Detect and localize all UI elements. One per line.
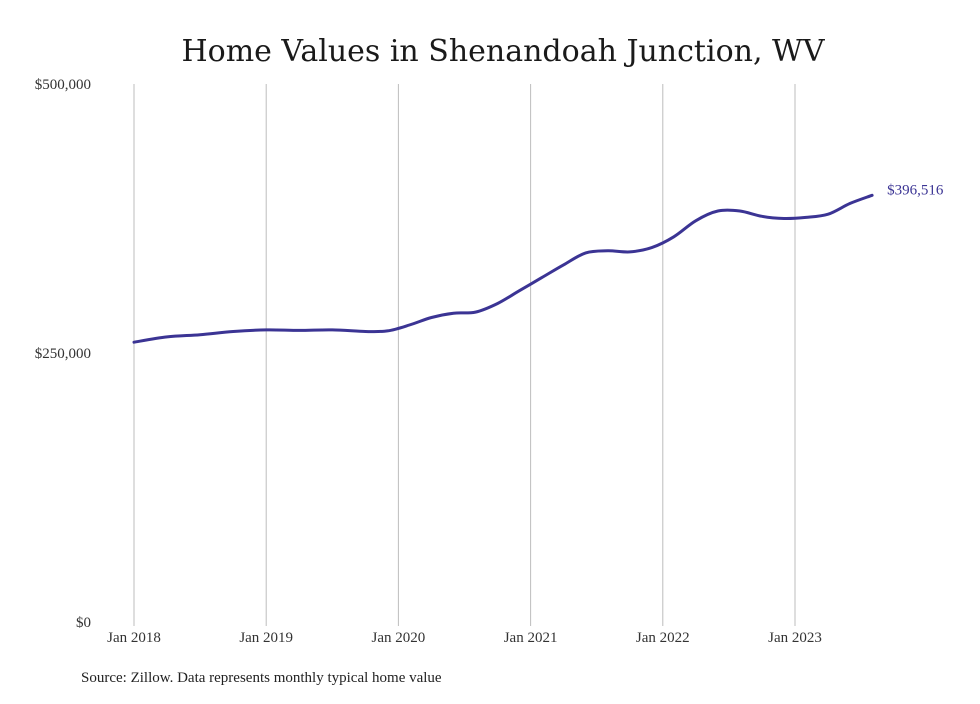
data-point — [408, 324, 411, 327]
data-point — [783, 217, 786, 220]
data-point — [386, 329, 389, 332]
data-point — [540, 276, 543, 279]
data-point — [562, 263, 565, 266]
data-point — [199, 333, 202, 336]
data-point — [606, 249, 609, 252]
data-point — [761, 215, 764, 218]
data-point — [849, 202, 852, 205]
data-point — [871, 194, 874, 197]
data-point — [452, 312, 455, 315]
data-point — [628, 250, 631, 253]
data-point — [430, 316, 433, 319]
x-tick-label: Jan 2023 — [768, 630, 822, 646]
data-point — [650, 246, 653, 249]
gridlines — [133, 84, 796, 626]
y-tick-label: $0 — [76, 615, 91, 631]
home-value-series-line — [132, 193, 874, 344]
y-tick-label: $250,000 — [35, 346, 91, 362]
x-tick-label: Jan 2020 — [372, 630, 426, 646]
data-point — [496, 302, 499, 305]
data-point — [518, 289, 521, 292]
source-note: Source: Zillow. Data represents monthly … — [81, 670, 442, 686]
x-tick-label: Jan 2018 — [107, 630, 161, 646]
chart-title: Home Values in Shenandoah Junction, WV — [181, 34, 825, 69]
data-point — [298, 329, 301, 332]
data-point — [694, 219, 697, 222]
data-point — [331, 328, 334, 331]
end-value-label: $396,516 — [887, 182, 944, 198]
data-point — [716, 210, 719, 213]
data-point — [584, 251, 587, 254]
data-point — [738, 210, 741, 213]
data-point — [232, 330, 235, 333]
data-point — [133, 341, 136, 344]
data-point — [827, 213, 830, 216]
data-point — [672, 235, 675, 238]
data-point — [166, 335, 169, 338]
data-point — [474, 311, 477, 314]
labels-layer: Home Values in Shenandoah Junction, WV S… — [35, 34, 944, 686]
data-point — [265, 328, 268, 331]
data-point — [364, 330, 367, 333]
x-tick-label: Jan 2019 — [239, 630, 293, 646]
y-tick-label: $500,000 — [35, 77, 91, 93]
x-tick-label: Jan 2022 — [636, 630, 690, 646]
x-tick-label: Jan 2021 — [504, 630, 558, 646]
series-layer — [132, 193, 874, 344]
data-point — [805, 216, 808, 219]
